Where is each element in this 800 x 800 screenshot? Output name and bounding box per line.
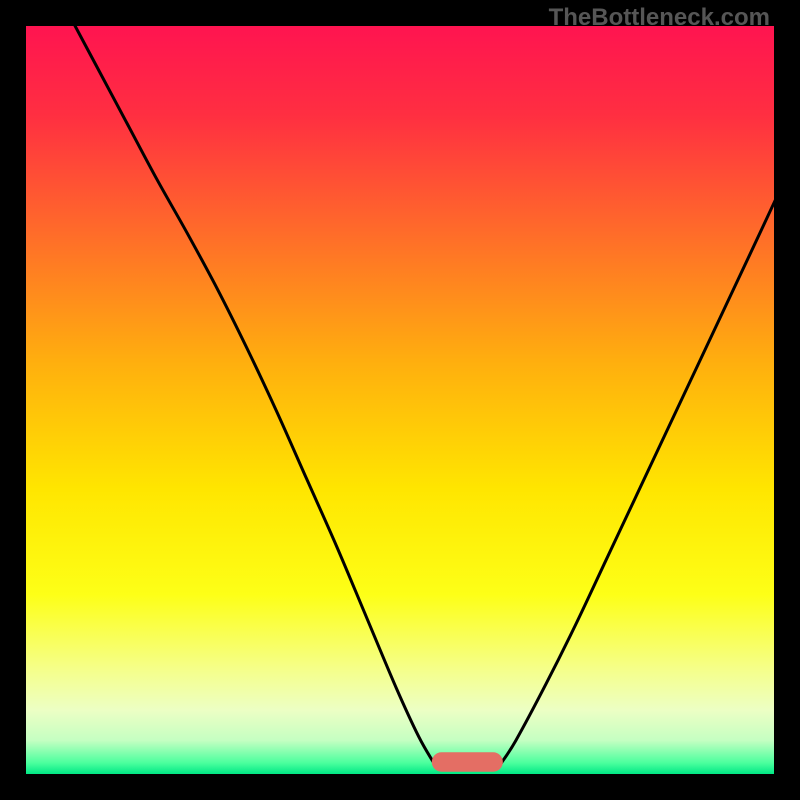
bottleneck-chart bbox=[0, 0, 800, 800]
gradient-background bbox=[26, 26, 774, 774]
optimal-range-marker bbox=[432, 752, 503, 771]
chart-frame: TheBottleneck.com bbox=[0, 0, 800, 800]
watermark-text: TheBottleneck.com bbox=[549, 4, 770, 32]
